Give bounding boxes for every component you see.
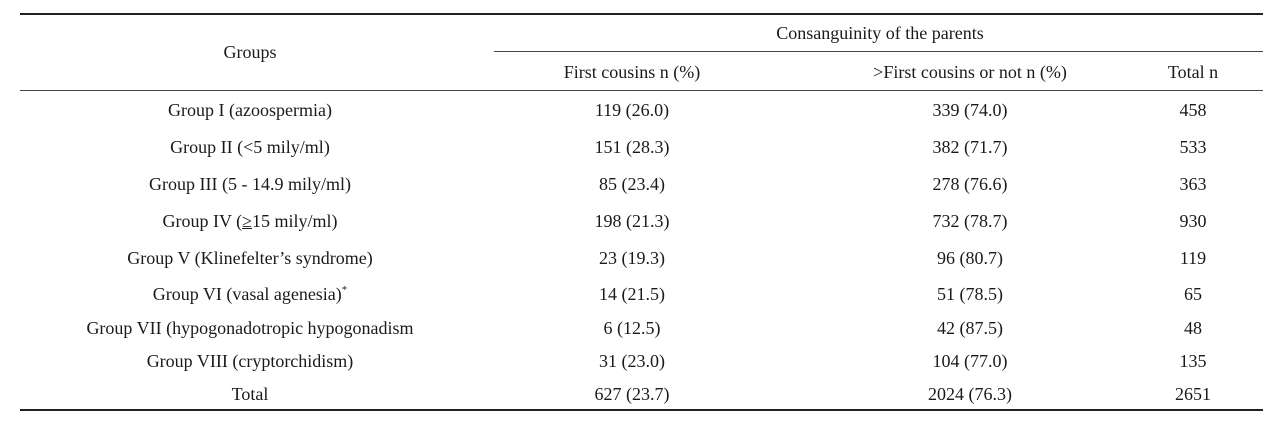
row-total: 135 <box>1179 351 1207 371</box>
row-group: Group VIII (cryptorchidism) <box>146 351 354 371</box>
row-group: Group III (5 - 14.9 mily/ml) <box>149 174 351 194</box>
row-group: Group VI (vasal agenesia)* <box>153 283 348 305</box>
row-first-cousins: 14 (21.5) <box>599 284 665 304</box>
row-total: 119 <box>1179 248 1207 268</box>
row-group-symbol: ≥ <box>242 211 253 231</box>
header-consanguinity: Consanguinity of the parents <box>776 23 984 43</box>
row-first-cousins: 31 (23.0) <box>599 351 665 371</box>
row-first-cousins: 6 (12.5) <box>603 318 661 338</box>
row-group: Group II (<5 mily/ml) <box>170 137 330 157</box>
header-groups: Groups <box>223 42 277 62</box>
row-group-label: Group VI (vasal agenesia) <box>152 284 342 304</box>
row-group: Group IV (≥15 mily/ml) <box>162 210 337 232</box>
row-total: 363 <box>1179 174 1207 194</box>
row-first-cousins: 85 (23.4) <box>599 174 665 194</box>
footnote-mark: * <box>341 284 348 296</box>
row-group-suffix: 15 mily/ml) <box>252 211 338 231</box>
row-other: 51 (78.5) <box>937 284 1003 304</box>
data-table: Groups Consanguinity of the parents Firs… <box>20 0 1263 428</box>
spanner-rule <box>494 51 1263 52</box>
row-group: Total <box>231 384 269 404</box>
row-group: Group VII (hypogonadotropic hypogonadism <box>86 318 414 338</box>
row-first-cousins: 23 (19.3) <box>599 248 665 268</box>
row-first-cousins: 627 (23.7) <box>594 384 670 404</box>
row-first-cousins: 151 (28.3) <box>594 137 670 157</box>
row-other: 104 (77.0) <box>932 351 1008 371</box>
row-other: 2024 (76.3) <box>928 384 1012 404</box>
row-first-cousins: 119 (26.0) <box>594 100 670 120</box>
row-group: Group V (Klinefelter’s syndrome) <box>127 248 373 268</box>
row-first-cousins: 198 (21.3) <box>594 211 670 231</box>
row-other: 278 (76.6) <box>932 174 1008 194</box>
row-total: 533 <box>1179 137 1207 157</box>
row-other: 732 (78.7) <box>932 211 1008 231</box>
row-other: 42 (87.5) <box>937 318 1003 338</box>
row-total: 930 <box>1179 211 1207 231</box>
row-other: 339 (74.0) <box>932 100 1008 120</box>
row-group: Group I (azoospermia) <box>168 100 332 120</box>
row-total: 458 <box>1179 100 1207 120</box>
bottom-rule <box>20 409 1263 411</box>
top-rule <box>20 13 1263 15</box>
header-other: >First cousins or not n (%) <box>873 62 1067 82</box>
row-group-prefix: Group IV ( <box>162 211 243 231</box>
header-rule <box>20 90 1263 91</box>
header-first-cousins: First cousins n (%) <box>563 62 701 82</box>
row-total: 2651 <box>1175 384 1211 404</box>
header-total: Total n <box>1167 62 1219 82</box>
row-other: 96 (80.7) <box>937 248 1003 268</box>
row-total: 48 <box>1184 318 1202 338</box>
row-total: 65 <box>1184 284 1202 304</box>
row-other: 382 (71.7) <box>932 137 1008 157</box>
